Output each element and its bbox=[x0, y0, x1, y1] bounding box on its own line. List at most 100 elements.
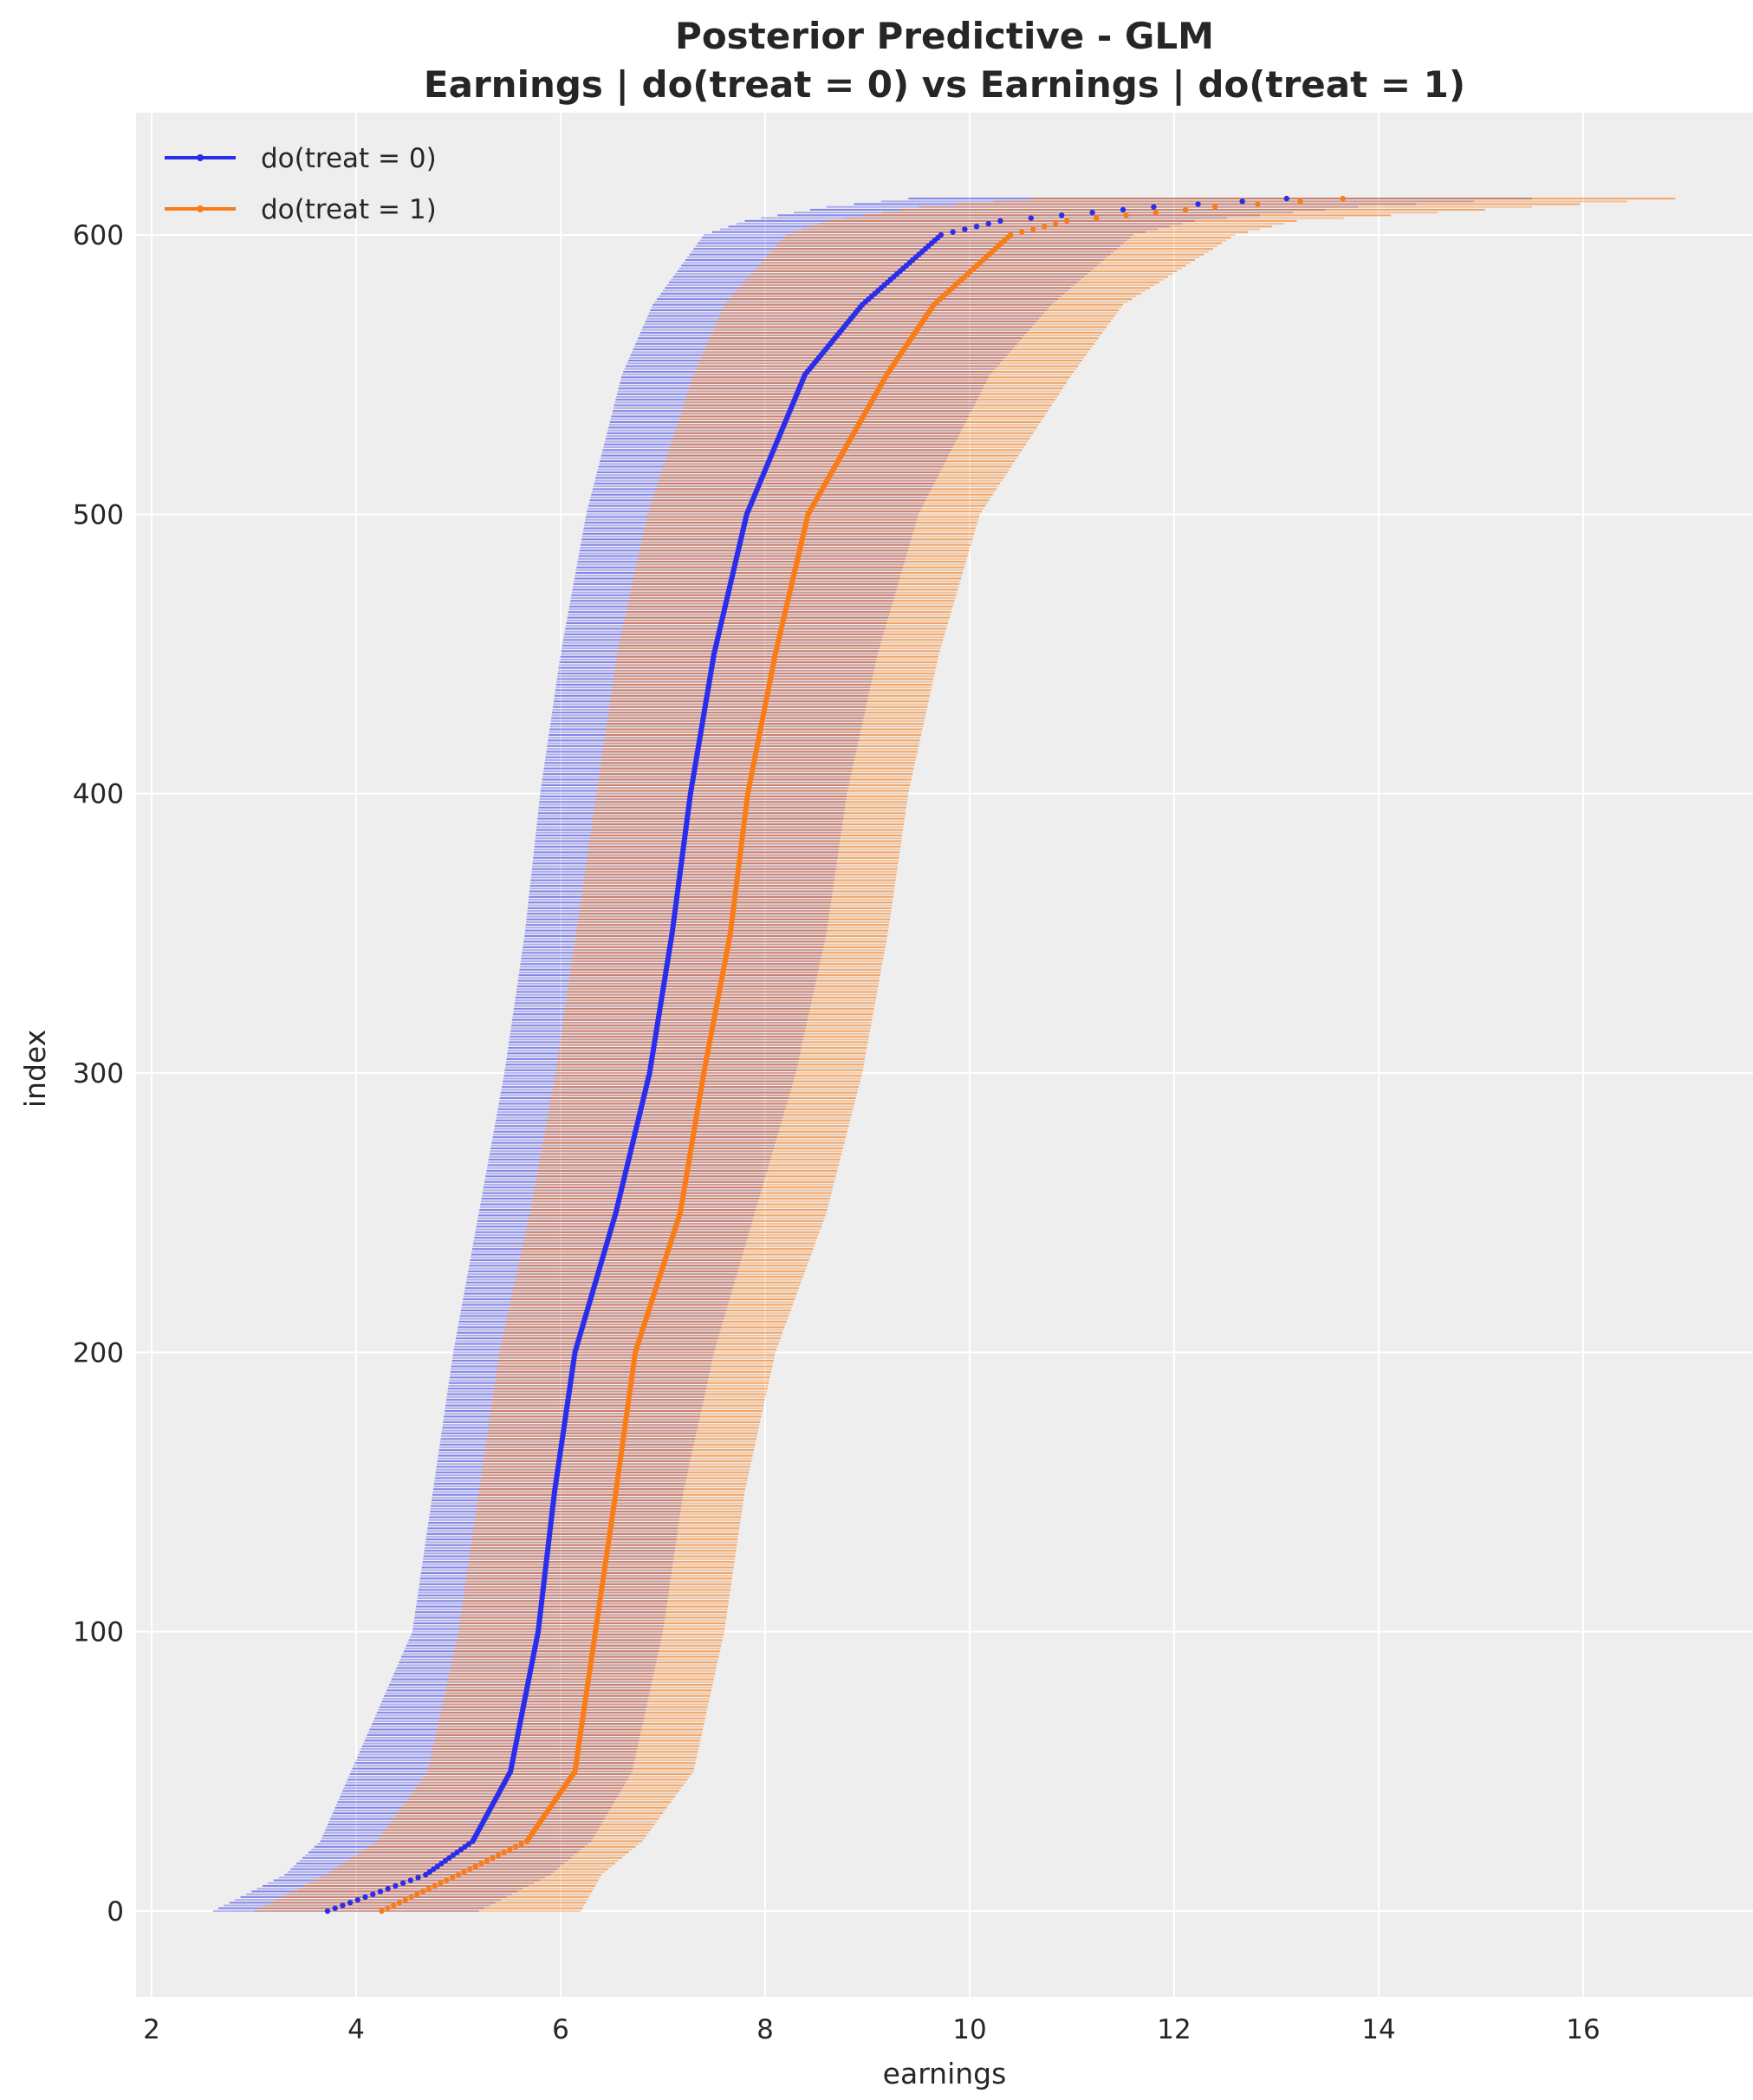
chart-title: Posterior Predictive - GLM bbox=[675, 15, 1214, 57]
mean-point bbox=[390, 1902, 397, 1908]
y-tick-label: 600 bbox=[73, 220, 124, 251]
mean-point bbox=[396, 1900, 403, 1906]
mean-point bbox=[370, 1891, 376, 1897]
mean-point bbox=[449, 1875, 456, 1881]
mean-point bbox=[1152, 210, 1159, 216]
y-tick-label: 200 bbox=[73, 1337, 124, 1369]
x-tick-label: 14 bbox=[1361, 2014, 1395, 2045]
mean-point bbox=[354, 1896, 361, 1903]
mean-point bbox=[462, 1843, 468, 1850]
mean-point bbox=[1029, 226, 1036, 232]
mean-point bbox=[426, 1869, 432, 1876]
mean-point bbox=[1041, 224, 1048, 230]
mean-point bbox=[414, 1891, 420, 1897]
mean-point bbox=[501, 1850, 507, 1856]
series-0-means bbox=[324, 195, 1290, 1915]
mean-point bbox=[518, 1841, 524, 1847]
mean-point bbox=[1089, 210, 1095, 216]
mean-point bbox=[1212, 204, 1218, 210]
mean-point bbox=[1059, 212, 1065, 218]
mean-point bbox=[495, 1852, 502, 1858]
mean-point bbox=[466, 1866, 473, 1872]
mean-point bbox=[446, 1855, 452, 1861]
mean-point bbox=[408, 1894, 414, 1901]
mean-point bbox=[507, 1846, 513, 1853]
mean-point bbox=[1340, 195, 1346, 202]
mean-point bbox=[379, 1908, 385, 1915]
legend: do(treat = 0) do(treat = 1) bbox=[165, 143, 437, 225]
mean-point bbox=[332, 1905, 338, 1911]
mean-point bbox=[985, 220, 991, 227]
mean-point bbox=[432, 1882, 438, 1889]
legend-marker-treat-1 bbox=[197, 205, 204, 212]
mean-point bbox=[455, 1871, 462, 1878]
y-tick-label: 500 bbox=[73, 499, 124, 530]
mean-point bbox=[458, 1846, 464, 1853]
mean-point bbox=[362, 1894, 368, 1901]
x-axis-ticks: 2 4 6 8 10 12 14 16 bbox=[143, 2014, 1600, 2045]
x-tick-label: 2 bbox=[143, 2014, 160, 2045]
x-tick-label: 10 bbox=[952, 2014, 986, 2045]
y-tick-label: 300 bbox=[73, 1058, 124, 1089]
mean-point bbox=[1123, 212, 1129, 218]
mean-point bbox=[347, 1900, 354, 1906]
mean-point bbox=[340, 1902, 346, 1908]
mean-point bbox=[1297, 198, 1303, 205]
legend-item-treat-0: do(treat = 0) bbox=[165, 143, 437, 174]
x-tick-label: 8 bbox=[756, 2014, 774, 2045]
mean-point bbox=[1239, 198, 1245, 205]
mean-point bbox=[377, 1889, 384, 1895]
interval-marks bbox=[212, 195, 1676, 1915]
y-axis-ticks: 0 100 200 300 400 500 600 bbox=[73, 220, 124, 1928]
y-tick-label: 0 bbox=[107, 1896, 124, 1928]
mean-point bbox=[454, 1850, 460, 1856]
mean-point bbox=[1094, 215, 1100, 221]
mean-point bbox=[419, 1889, 426, 1895]
mean-point bbox=[478, 1861, 484, 1867]
mean-point bbox=[962, 226, 968, 232]
y-tick-label: 400 bbox=[73, 779, 124, 810]
y-axis-label: index bbox=[18, 1030, 52, 1108]
mean-point bbox=[1283, 195, 1290, 202]
mean-point bbox=[385, 1905, 391, 1911]
mean-point bbox=[393, 1882, 399, 1889]
mean-point bbox=[973, 224, 980, 230]
mean-point bbox=[1195, 201, 1201, 207]
mean-point bbox=[472, 1863, 478, 1869]
legend-label-treat-0: do(treat = 0) bbox=[261, 143, 437, 174]
mean-point bbox=[484, 1857, 490, 1864]
mean-point bbox=[402, 1896, 408, 1903]
mean-point bbox=[415, 1875, 421, 1881]
mean-point bbox=[438, 1861, 445, 1867]
mean-point bbox=[425, 1886, 432, 1892]
mean-point bbox=[461, 1869, 467, 1876]
mean-point bbox=[450, 1852, 457, 1858]
mean-point bbox=[1182, 206, 1189, 213]
mean-point bbox=[490, 1855, 496, 1861]
mean-point bbox=[1052, 220, 1059, 227]
chart-subtitle: Earnings | do(treat = 0) vs Earnings | d… bbox=[424, 63, 1465, 106]
x-tick-label: 12 bbox=[1157, 2014, 1191, 2045]
plot-area bbox=[136, 113, 1753, 1997]
y-tick-label: 100 bbox=[73, 1617, 124, 1648]
mean-point bbox=[399, 1880, 406, 1886]
mean-point bbox=[423, 1871, 429, 1878]
series-1-means bbox=[379, 195, 1346, 1915]
mean-point bbox=[438, 1880, 444, 1886]
mean-point bbox=[1018, 229, 1025, 235]
mean-point bbox=[1151, 204, 1157, 210]
mean-point bbox=[1008, 231, 1014, 238]
mean-point bbox=[444, 1877, 450, 1883]
mean-point bbox=[434, 1863, 441, 1869]
legend-label-treat-1: do(treat = 1) bbox=[261, 194, 437, 225]
legend-marker-treat-0 bbox=[197, 154, 204, 161]
series-1-intervals bbox=[254, 198, 1676, 1912]
mean-point bbox=[1028, 215, 1035, 221]
mean-point bbox=[938, 231, 945, 238]
mean-point bbox=[385, 1886, 391, 1892]
mean-point bbox=[1255, 201, 1261, 207]
mean-point bbox=[512, 1843, 519, 1850]
mean-point bbox=[1120, 206, 1126, 213]
mean-point bbox=[431, 1866, 437, 1872]
